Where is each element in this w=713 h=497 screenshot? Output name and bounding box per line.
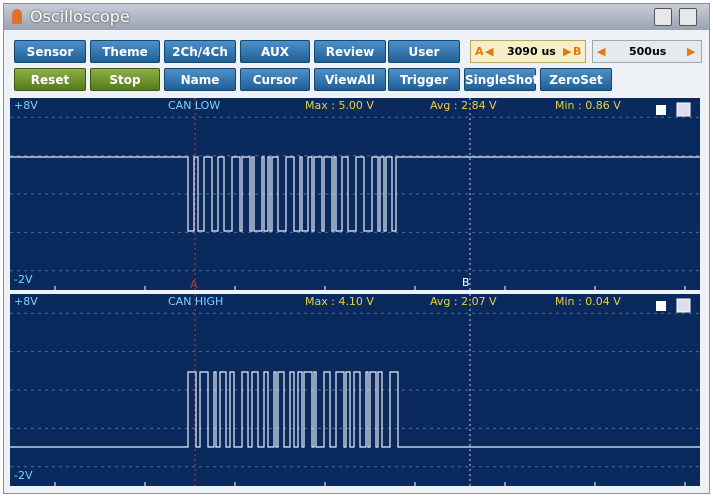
cursor-b: B (573, 45, 582, 58)
app-icon (12, 9, 22, 24)
arrow-icon[interactable]: ▶ (687, 45, 696, 58)
toolbar-button[interactable]: ZeroSet (540, 68, 612, 91)
toolbar-button[interactable]: Theme (90, 40, 160, 63)
cursor-time: 3090 us (507, 45, 556, 58)
cursor-a: A (475, 45, 484, 58)
cursor-box[interactable]: A ◀ 3090 us ▶ B (470, 40, 586, 63)
app-title: Oscilloscope (30, 7, 130, 26)
stat-min: Min : 0.04 V (555, 295, 621, 308)
marker-a: A (190, 278, 198, 291)
arrow-icon: ◀ (485, 45, 494, 58)
toolbar-button[interactable]: Reset (14, 68, 86, 91)
toolbar-button[interactable]: Trigger (388, 68, 460, 91)
checkbox[interactable] (656, 301, 666, 311)
toolbar-button[interactable]: Stop (90, 68, 160, 91)
toolbar-button[interactable]: Sensor (14, 40, 86, 63)
window-button[interactable] (679, 8, 697, 26)
stat-max: Max : 4.10 V (305, 295, 374, 308)
stat-max: Max : 5.00 V (305, 99, 374, 112)
title-bar: Oscilloscope (4, 4, 709, 30)
toolbar-button[interactable]: Review (314, 40, 386, 63)
timebase-box[interactable]: ◀ 500us ▶ (592, 40, 702, 63)
toolbar-button[interactable]: 2Ch/4Ch (164, 40, 236, 63)
stat-avg: Avg : 2.84 V (430, 99, 497, 112)
checkbox[interactable] (676, 298, 691, 313)
window-button[interactable] (654, 8, 672, 26)
toolbar-button[interactable]: Cursor (240, 68, 310, 91)
scale-bottom: -2V (14, 273, 33, 286)
stat-avg: Avg : 2.07 V (430, 295, 497, 308)
checkbox[interactable] (676, 102, 691, 117)
scale-top: +8V (14, 99, 38, 112)
toolbar-button[interactable]: ViewAll (314, 68, 386, 91)
arrow-icon[interactable]: ◀ (597, 45, 606, 58)
checkbox[interactable] (656, 105, 666, 115)
channel-name: CAN LOW (168, 99, 220, 112)
arrow-icon: ▶ (563, 45, 572, 58)
toolbar-button[interactable]: AUX (240, 40, 310, 63)
toolbar-button[interactable]: SingleShot (464, 68, 538, 91)
channel-name: CAN HIGH (168, 295, 223, 308)
stat-min: Min : 0.86 V (555, 99, 621, 112)
marker-b: B (462, 276, 470, 289)
scale-bottom: -2V (14, 469, 33, 482)
waveform (10, 156, 700, 232)
timebase: 500us (629, 45, 667, 58)
toolbar-button[interactable]: Name (164, 68, 236, 91)
waveform (10, 371, 700, 448)
scale-top: +8V (14, 295, 38, 308)
